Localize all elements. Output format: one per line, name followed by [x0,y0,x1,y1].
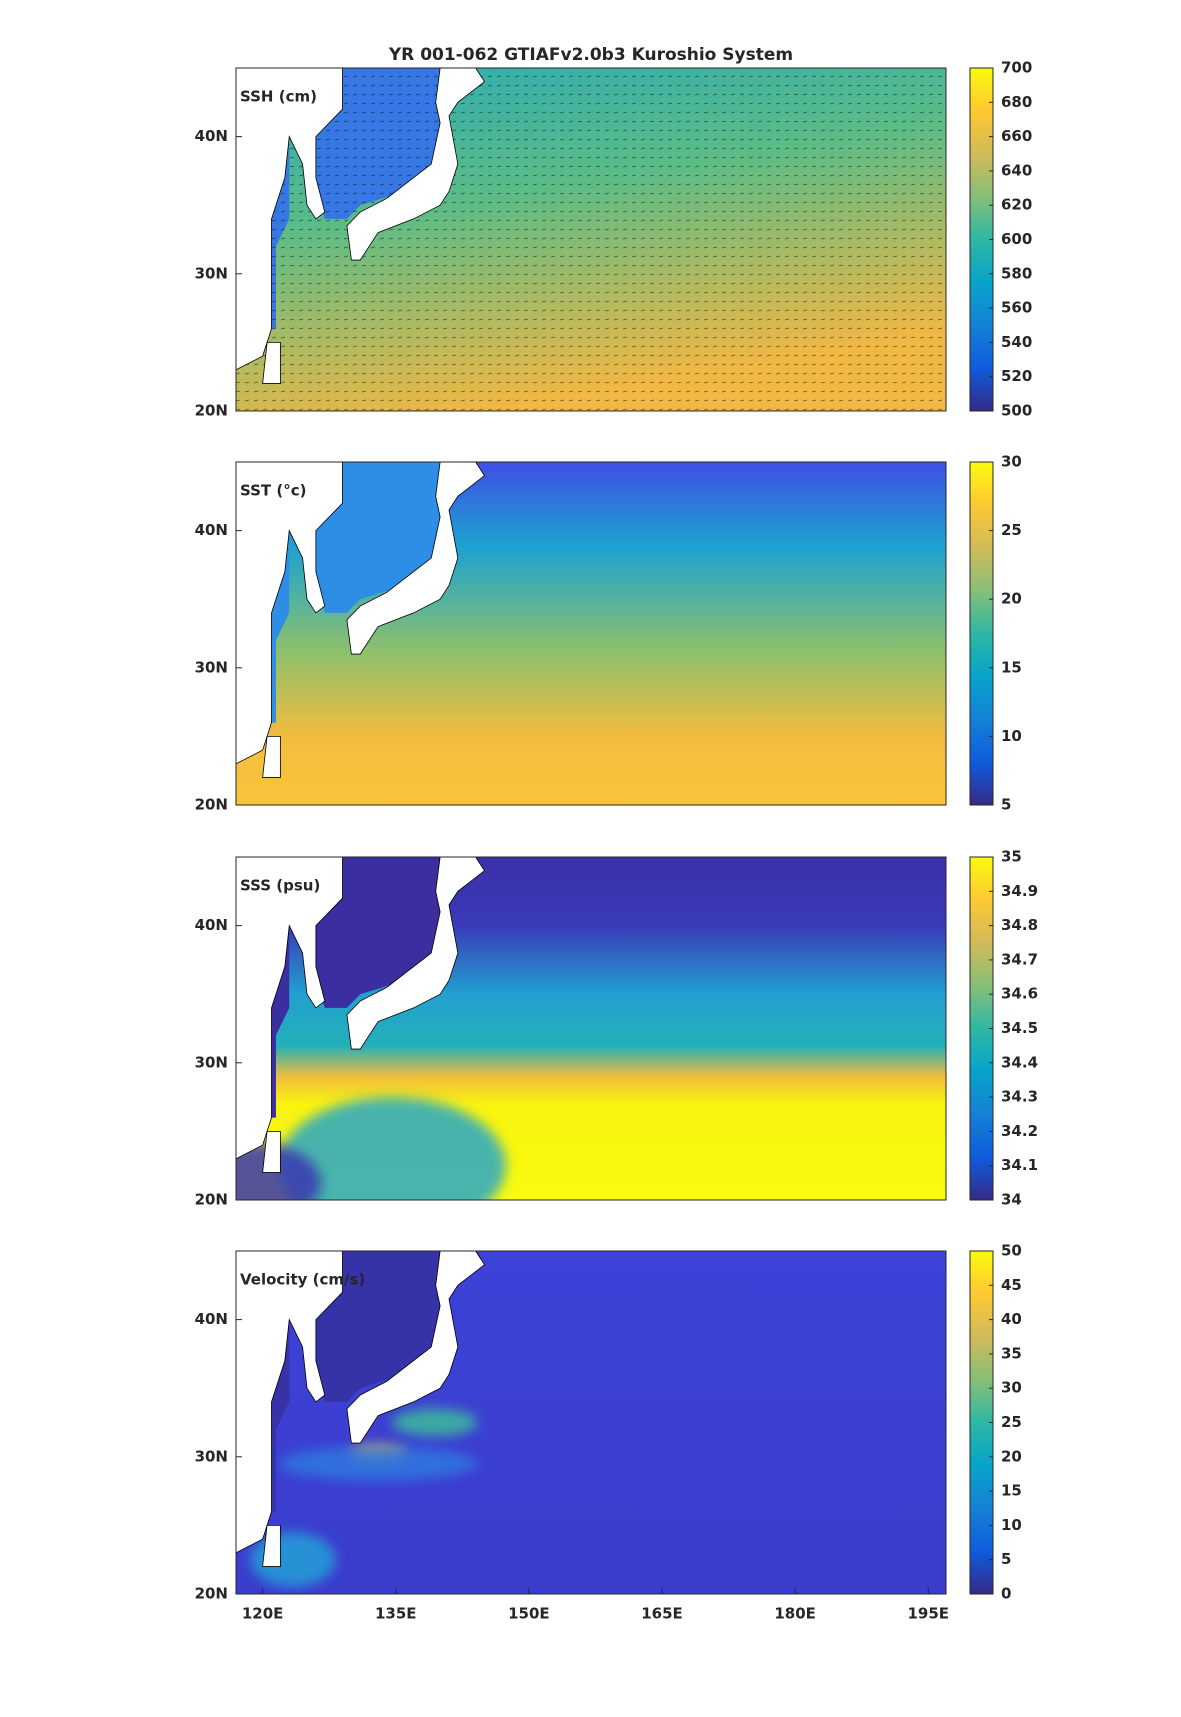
colorbar-tick-label: 20 [1001,590,1022,608]
colorbar-tick-label: 50 [1001,1242,1022,1260]
land [346,1251,486,1444]
colorbar-tick-label: 500 [1001,402,1032,420]
land [262,341,281,384]
colorbar-tick-label: 10 [1001,1516,1022,1534]
colorbar-tick-label: 600 [1001,230,1032,248]
colorbar-tick-label: 35 [1001,1344,1022,1362]
field-feature [278,1097,506,1200]
colorbar-tick-label: 540 [1001,333,1032,351]
colorbar-tick-label: 5 [1001,1550,1011,1568]
land [262,1131,281,1173]
land [346,857,486,1050]
y-tick-label: 40N [195,1310,228,1328]
figure-title: YR 001-062 GTIAFv2.0b3 Kuroshio System [388,45,793,65]
colorbar-tick-label: 35 [1001,848,1022,866]
colorbar-tick-label: 680 [1001,93,1032,111]
panel-label: Velocity (cm/s) [240,1271,365,1289]
map-panel [236,857,946,1200]
colorbar-tick-label: 34.7 [1001,950,1038,968]
colorbar-tick-label: 5 [1001,796,1011,814]
colorbar-tick-label: 15 [1001,1482,1022,1500]
colorbar-tick-label: 34.2 [1001,1122,1038,1140]
colorbar-tick-label: 34.3 [1001,1088,1038,1106]
colorbar-tick-label: 25 [1001,521,1022,539]
colorbar-tick-label: 640 [1001,161,1032,179]
y-tick-label: 40N [195,127,228,145]
x-tick-label: 195E [907,1605,949,1623]
colorbar-tick-label: 10 [1001,727,1022,745]
colorbar-tick-label: 34.1 [1001,1156,1038,1174]
colorbar-tick-label: 40 [1001,1310,1022,1328]
x-tick-label: 135E [375,1605,417,1623]
y-tick-label: 30N [195,1053,228,1071]
plot-frame [235,1250,947,1595]
colorbar-tick-label: 25 [1001,1413,1022,1431]
land [346,68,486,261]
y-tick-label: 20N [195,1191,228,1209]
colorbar-tick-label: 34.4 [1001,1053,1038,1071]
y-tick-label: 30N [195,264,228,282]
map-panel [236,462,946,805]
map-panel [236,68,946,411]
panel-label: SSS (psu) [240,877,320,895]
land [262,1525,281,1567]
land [346,462,486,655]
field-feature [392,1408,478,1437]
x-tick-label: 165E [641,1605,683,1623]
colorbar-tick-label: 0 [1001,1585,1011,1603]
y-tick-label: 40N [195,521,228,539]
colorbar-tick-label: 30 [1001,1379,1022,1397]
colorbar-tick-label: 580 [1001,264,1032,282]
y-tick-label: 30N [195,658,228,676]
colorbar-tick-label: 15 [1001,658,1022,676]
map-panel [236,1251,946,1594]
panel-label: SST (°c) [240,482,307,500]
colorbar-tick-label: 560 [1001,299,1032,317]
plot-frame [235,67,947,412]
colorbar-tick-label: 620 [1001,196,1032,214]
colorbar-tick-label: 520 [1001,367,1032,385]
colorbar-tick-label: 45 [1001,1276,1022,1294]
colorbar-tick-label: 34.6 [1001,985,1038,1003]
y-tick-label: 30N [195,1447,228,1465]
field-feature [278,1446,478,1481]
colorbar-tick-label: 34.8 [1001,916,1038,934]
x-tick-label: 150E [508,1605,550,1623]
colorbar-tick-label: 700 [1001,59,1032,77]
plot-frame [235,461,947,806]
x-tick-label: 180E [774,1605,816,1623]
colorbar-tick-label: 30 [1001,453,1022,471]
colorbar-tick-label: 20 [1001,1447,1022,1465]
land [262,736,281,778]
colorbar [969,461,994,806]
y-tick-label: 40N [195,916,228,934]
colorbar-tick-label: 34.9 [1001,882,1038,900]
velocity-vectors [236,68,946,411]
field-feature [236,1141,322,1200]
colorbar-tick-label: 660 [1001,127,1032,145]
plot-frame [235,856,947,1201]
colorbar-tick-label: 34 [1001,1191,1022,1209]
y-tick-label: 20N [195,796,228,814]
y-tick-label: 20N [195,1585,228,1603]
panel-label: SSH (cm) [240,88,317,106]
colorbar-tick-label: 34.5 [1001,1019,1038,1037]
x-tick-label: 120E [242,1605,284,1623]
y-tick-label: 20N [195,402,228,420]
